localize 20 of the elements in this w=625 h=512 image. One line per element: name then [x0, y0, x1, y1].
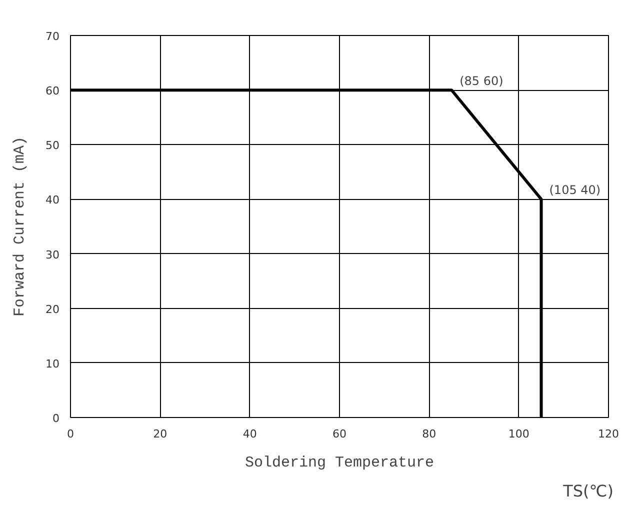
y-tick-label: 70: [46, 30, 60, 43]
annotation: (85 60): [460, 74, 504, 88]
x-tick-label: 40: [242, 428, 257, 440]
y-tick-label: 40: [46, 194, 60, 207]
y-axis-title: Forward Current (mA): [12, 136, 29, 317]
y-tick-label: 30: [46, 248, 60, 262]
x-tick-label: 80: [422, 428, 436, 440]
x-tick-label: 100: [508, 428, 530, 440]
y-tick-label: 0: [52, 412, 60, 425]
x-tick-label: 0: [67, 428, 74, 440]
y-tick-label: 50: [46, 139, 60, 152]
x-tick-label: 20: [153, 428, 168, 440]
x-tick-label: 120: [598, 428, 619, 440]
annotation: (105 40): [549, 183, 601, 198]
y-tick-label: 10: [46, 357, 60, 370]
y-tick-label: 60: [46, 84, 60, 98]
x-axis-title: Soldering Temperature: [244, 454, 434, 472]
text: TS(℃): [562, 482, 614, 500]
x-tick-label: 60: [332, 428, 346, 440]
y-tick-label: 20: [46, 302, 60, 316]
